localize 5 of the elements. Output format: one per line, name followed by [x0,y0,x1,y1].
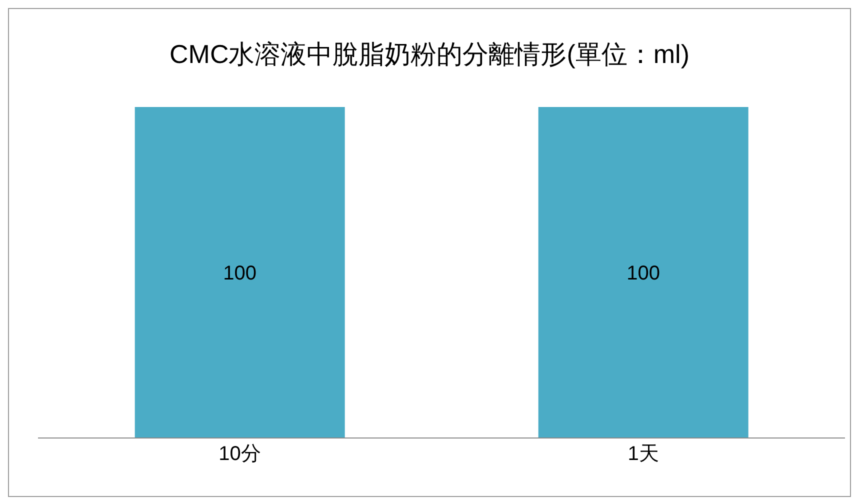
x-tick-label: 10分 [218,443,261,466]
data-label: 100 [223,262,257,285]
chart-title: CMC水溶液中脫脂奶粉的分離情形(單位：ml) [168,38,690,70]
x-tick-label: 1天 [628,443,659,466]
data-label: 100 [626,262,660,285]
